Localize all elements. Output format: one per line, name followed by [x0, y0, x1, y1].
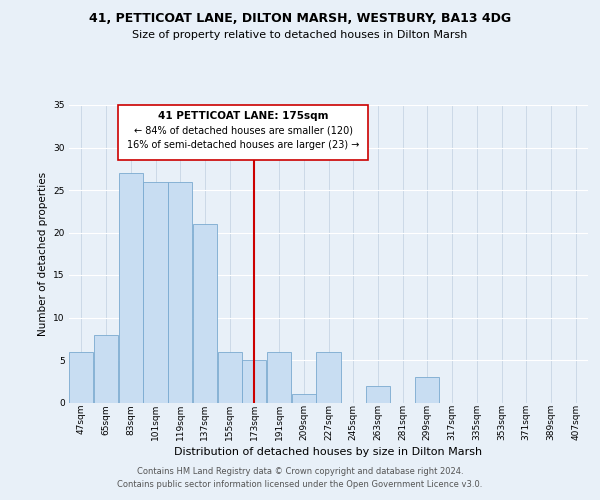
Bar — [69, 352, 94, 403]
Bar — [267, 352, 291, 403]
Text: 41, PETTICOAT LANE, DILTON MARSH, WESTBURY, BA13 4DG: 41, PETTICOAT LANE, DILTON MARSH, WESTBU… — [89, 12, 511, 26]
FancyBboxPatch shape — [118, 105, 368, 160]
Bar — [193, 224, 217, 402]
Text: Contains public sector information licensed under the Open Government Licence v3: Contains public sector information licen… — [118, 480, 482, 489]
Text: 16% of semi-detached houses are larger (23) →: 16% of semi-detached houses are larger (… — [127, 140, 359, 150]
Bar — [415, 377, 439, 402]
Text: 41 PETTICOAT LANE: 175sqm: 41 PETTICOAT LANE: 175sqm — [158, 111, 328, 121]
Bar — [316, 352, 341, 403]
Bar — [242, 360, 266, 403]
Bar — [366, 386, 390, 402]
Y-axis label: Number of detached properties: Number of detached properties — [38, 172, 48, 336]
X-axis label: Distribution of detached houses by size in Dilton Marsh: Distribution of detached houses by size … — [175, 447, 482, 457]
Bar — [168, 182, 193, 402]
Text: Size of property relative to detached houses in Dilton Marsh: Size of property relative to detached ho… — [133, 30, 467, 40]
Text: ← 84% of detached houses are smaller (120): ← 84% of detached houses are smaller (12… — [134, 126, 353, 136]
Text: Contains HM Land Registry data © Crown copyright and database right 2024.: Contains HM Land Registry data © Crown c… — [137, 467, 463, 476]
Bar — [119, 173, 143, 402]
Bar — [218, 352, 242, 403]
Bar — [292, 394, 316, 402]
Bar — [94, 334, 118, 402]
Bar — [143, 182, 167, 402]
